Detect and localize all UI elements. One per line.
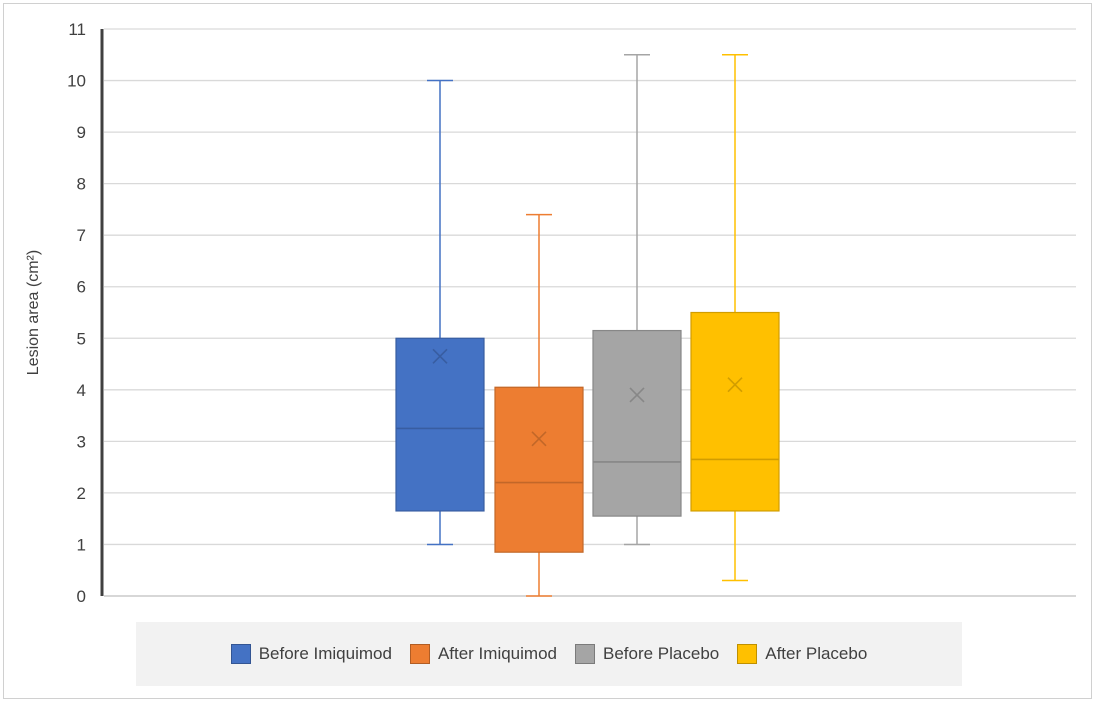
y-tick-label: 5 — [77, 329, 86, 348]
iqr-box — [592, 329, 682, 517]
y-tick-label: 8 — [77, 175, 86, 194]
legend-label: After Placebo — [765, 644, 868, 663]
legend-swatch — [230, 644, 251, 664]
gridlines — [104, 28, 1076, 597]
y-tick-label: 4 — [77, 381, 86, 400]
mean-x-stroke — [432, 348, 448, 364]
iqr-box — [690, 311, 780, 512]
legend-item: Before Placebo — [574, 644, 720, 664]
legend: Before Imiquimod After Imiquimod Before Pl… — [136, 622, 962, 686]
y-tick-label: 10 — [67, 72, 86, 91]
y-tick-label: 7 — [77, 226, 86, 245]
box-before-imiquimod — [395, 79, 485, 546]
mean-marker — [531, 431, 547, 447]
chart-frame — [3, 3, 1092, 699]
y-axis-ticks: 0 1 2 3 4 5 6 7 8 9 10 11 — [67, 20, 86, 606]
y-tick-label: 11 — [68, 20, 86, 39]
legend-swatch — [737, 644, 758, 664]
boxes — [395, 54, 780, 597]
legend-item: After Placebo — [737, 644, 867, 664]
y-tick-label: 2 — [77, 484, 86, 503]
legend-item: Before Imiquimod — [230, 644, 392, 664]
legend-item: After Imiquimod — [409, 644, 557, 664]
box-after-placebo — [690, 54, 780, 582]
box-after-imiquimod — [494, 213, 584, 597]
mean-marker — [727, 377, 743, 393]
mean-x-stroke — [629, 387, 645, 403]
legend-label: After Imiquimod — [437, 644, 557, 663]
mean-marker — [432, 348, 448, 364]
legend-swatch — [574, 644, 595, 664]
mean-marker — [629, 387, 645, 403]
box-before-placebo — [592, 54, 682, 546]
mean-x-stroke — [531, 431, 547, 447]
y-tick-label: 1 — [77, 535, 86, 554]
y-tick-label: 0 — [77, 587, 86, 606]
legend-swatch — [409, 644, 430, 664]
y-tick-label: 3 — [77, 432, 86, 451]
iqr-box — [494, 386, 584, 553]
legend-label: Before Placebo — [602, 644, 720, 663]
iqr-box — [395, 337, 485, 512]
legend-label: Before Imiquimod — [258, 644, 392, 663]
y-tick-label: 6 — [77, 278, 86, 297]
y-tick-label: 9 — [77, 123, 86, 142]
y-axis-label: Lesion area (cm²) — [25, 250, 42, 375]
mean-x-stroke — [727, 377, 743, 393]
